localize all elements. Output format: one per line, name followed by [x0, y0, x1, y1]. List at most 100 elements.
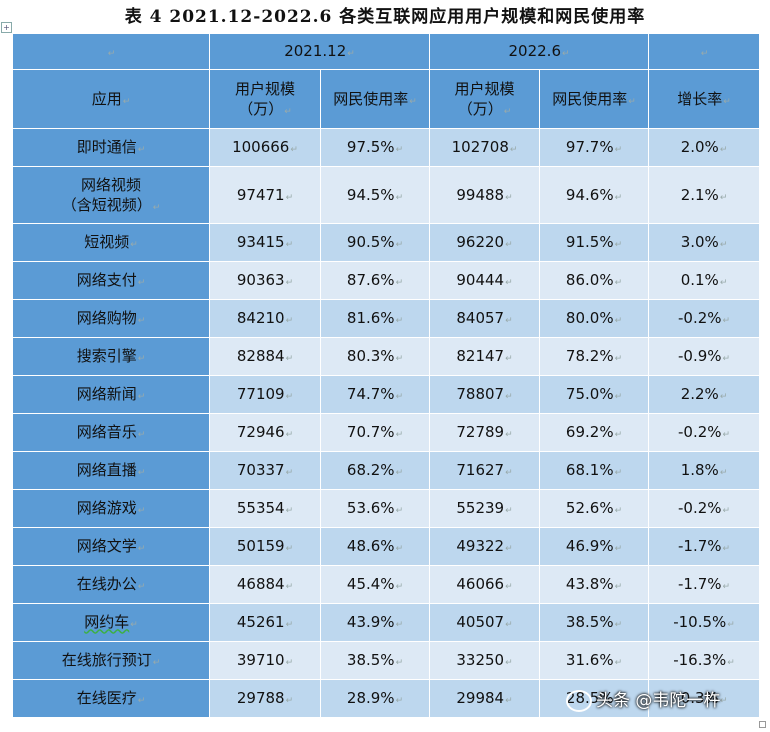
header-growth: 增长率↵ — [648, 69, 761, 129]
app-name-cell: 短视频↵ — [12, 223, 210, 262]
table-row: 网约车↵ 45261↵ 43.9%↵ 40507↵ 38.5%↵ -10.5%↵ — [12, 603, 761, 642]
header-rate-2022: 网民使用率↵ — [539, 69, 650, 129]
app-name-cell: 网络游戏↵ — [12, 489, 210, 528]
rate-2022-cell: 78.2%↵ — [539, 337, 650, 376]
rate-2021-cell: 68.2%↵ — [319, 451, 431, 490]
app-name-cell: 网络新闻↵ — [12, 375, 210, 414]
users-2021-cell: 93415↵ — [209, 223, 321, 262]
table-row: 在线办公↵ 46884↵ 45.4%↵ 46066↵ 43.8%↵ -1.7%↵ — [12, 565, 761, 604]
app-name-cell: 网络直播↵ — [12, 451, 210, 490]
table-caption: 表 4 2021.12-2022.6 各类互联网应用用户规模和网民使用率 — [124, 7, 646, 27]
users-2021-cell: 70337↵ — [209, 451, 321, 490]
table-row: 网络直播↵ 70337↵ 68.2%↵ 71627↵ 68.1%↵ 1.8%↵ — [12, 451, 761, 490]
users-2022-cell: 78807↵ — [429, 375, 541, 414]
table-row: 网络文学↵ 50159↵ 48.6%↵ 49322↵ 46.9%↵ -1.7%↵ — [12, 527, 761, 566]
app-name-cell: 网约车↵ — [12, 603, 210, 642]
header-app: 应用↵ — [12, 69, 210, 129]
app-name-cell: 网络视频 （含短视频）↵ — [12, 166, 210, 224]
rate-2022-cell: 52.6%↵ — [539, 489, 650, 528]
table-row: 即时通信↵ 100666↵ 97.5%↵ 102708↵ 97.7%↵ 2.0%↵ — [12, 128, 761, 167]
users-2022-cell: 71627↵ — [429, 451, 541, 490]
growth-cell: 2.1%↵ — [648, 166, 761, 224]
rate-2022-cell: 91.5%↵ — [539, 223, 650, 262]
resize-handle-icon[interactable] — [759, 721, 766, 728]
users-2022-cell: 46066↵ — [429, 565, 541, 604]
rate-2021-cell: 87.6%↵ — [319, 261, 431, 300]
header-period-2021-12: 2021.12↵ — [208, 33, 431, 70]
data-table: ↵ 2021.12↵ 2022.6↵ ↵ 应用↵ 用户规模 （万）↵ 网民使用率↵… — [12, 33, 761, 718]
header-users-2022: 用户规模 （万）↵ — [429, 69, 541, 129]
rate-2022-cell: 31.6%↵ — [539, 641, 650, 680]
app-name-cell: 在线医疗↵ — [12, 679, 210, 718]
users-2022-cell: 72789↵ — [429, 413, 541, 452]
growth-cell: 3.0%↵ — [648, 223, 761, 262]
app-name-cell: 在线办公↵ — [12, 565, 210, 604]
app-name-cell: 搜索引擎↵ — [12, 337, 210, 376]
users-2022-cell: 96220↵ — [429, 223, 541, 262]
rate-2021-cell: 45.4%↵ — [319, 565, 431, 604]
users-2021-cell: 45261↵ — [209, 603, 321, 642]
growth-cell: -1.7%↵ — [648, 527, 761, 566]
users-2022-cell: 102708↵ — [429, 128, 541, 167]
growth-cell: 2.2%↵ — [648, 375, 761, 414]
growth-cell: 0.3%↵ — [648, 679, 761, 718]
table-row: 网络购物↵ 84210↵ 81.6%↵ 84057↵ 80.0%↵ -0.2%↵ — [12, 299, 761, 338]
table-row: 网络支付↵ 90363↵ 87.6%↵ 90444↵ 86.0%↵ 0.1%↵ — [12, 261, 761, 300]
rate-2022-cell: 80.0%↵ — [539, 299, 650, 338]
rate-2021-cell: 81.6%↵ — [319, 299, 431, 338]
rate-2022-cell: 43.8%↵ — [539, 565, 650, 604]
app-name-cell: 网络购物↵ — [12, 299, 210, 338]
table-move-handle-icon[interactable]: + — [1, 22, 12, 33]
app-name-cell: 网络文学↵ — [12, 527, 210, 566]
rate-2021-cell: 90.5%↵ — [319, 223, 431, 262]
header-rate-2021: 网民使用率↵ — [319, 69, 431, 129]
wechat-icon — [566, 690, 592, 712]
growth-cell: 0.1%↵ — [648, 261, 761, 300]
rate-2021-cell: 28.9%↵ — [319, 679, 431, 718]
users-2021-cell: 77109↵ — [209, 375, 321, 414]
app-name-cell: 在线旅行预订↵ — [12, 641, 210, 680]
app-name-cell: 网络音乐↵ — [12, 413, 210, 452]
rate-2021-cell: 94.5%↵ — [319, 166, 431, 224]
users-2021-cell: 90363↵ — [209, 261, 321, 300]
rate-2021-cell: 97.5%↵ — [319, 128, 431, 167]
header-empty-cell: ↵ — [648, 33, 761, 70]
users-2021-cell: 29788↵ — [209, 679, 321, 718]
growth-cell: 2.0%↵ — [648, 128, 761, 167]
users-2022-cell: 84057↵ — [429, 299, 541, 338]
users-2022-cell: 99488↵ — [429, 166, 541, 224]
growth-cell: 1.8%↵ — [648, 451, 761, 490]
table-row: 短视频↵ 93415↵ 90.5%↵ 96220↵ 91.5%↵ 3.0%↵ — [12, 223, 761, 262]
rate-2021-cell: 48.6%↵ — [319, 527, 431, 566]
users-2022-cell: 49322↵ — [429, 527, 541, 566]
header-empty-cell: ↵ — [12, 33, 210, 70]
growth-cell: -16.3%↵ — [648, 641, 761, 680]
users-2021-cell: 84210↵ — [209, 299, 321, 338]
table-row: 网络新闻↵ 77109↵ 74.7%↵ 78807↵ 75.0%↵ 2.2%↵ — [12, 375, 761, 414]
rate-2021-cell: 70.7%↵ — [319, 413, 431, 452]
rate-2022-cell: 38.5%↵ — [539, 603, 650, 642]
rate-2021-cell: 38.5%↵ — [319, 641, 431, 680]
growth-cell: -10.5%↵ — [648, 603, 761, 642]
users-2021-cell: 97471↵ — [209, 166, 321, 224]
rate-2021-cell: 53.6%↵ — [319, 489, 431, 528]
growth-cell: -1.7%↵ — [648, 565, 761, 604]
rate-2022-cell: 68.1%↵ — [539, 451, 650, 490]
growth-cell: -0.2%↵ — [648, 489, 761, 528]
users-2022-cell: 33250↵ — [429, 641, 541, 680]
users-2021-cell: 72946↵ — [209, 413, 321, 452]
users-2022-cell: 82147↵ — [429, 337, 541, 376]
watermark: 头条 @韦陀一杵 — [566, 686, 720, 712]
app-name-cell: 网络支付↵ — [12, 261, 210, 300]
rate-2022-cell: 75.0%↵ — [539, 375, 650, 414]
table-row: 网络视频 （含短视频）↵ 97471↵ 94.5%↵ 99488↵ 94.6%↵ 2.1%↵ — [12, 166, 761, 224]
users-2021-cell: 39710↵ — [209, 641, 321, 680]
users-2022-cell: 40507↵ — [429, 603, 541, 642]
rate-2022-cell: 97.7%↵ — [539, 128, 650, 167]
rate-2022-cell: 86.0%↵ — [539, 261, 650, 300]
growth-cell: -0.9%↵ — [648, 337, 761, 376]
rate-2021-cell: 43.9%↵ — [319, 603, 431, 642]
users-2022-cell: 55239↵ — [429, 489, 541, 528]
users-2021-cell: 100666↵ — [209, 128, 321, 167]
rate-2022-cell: 46.9%↵ — [539, 527, 650, 566]
